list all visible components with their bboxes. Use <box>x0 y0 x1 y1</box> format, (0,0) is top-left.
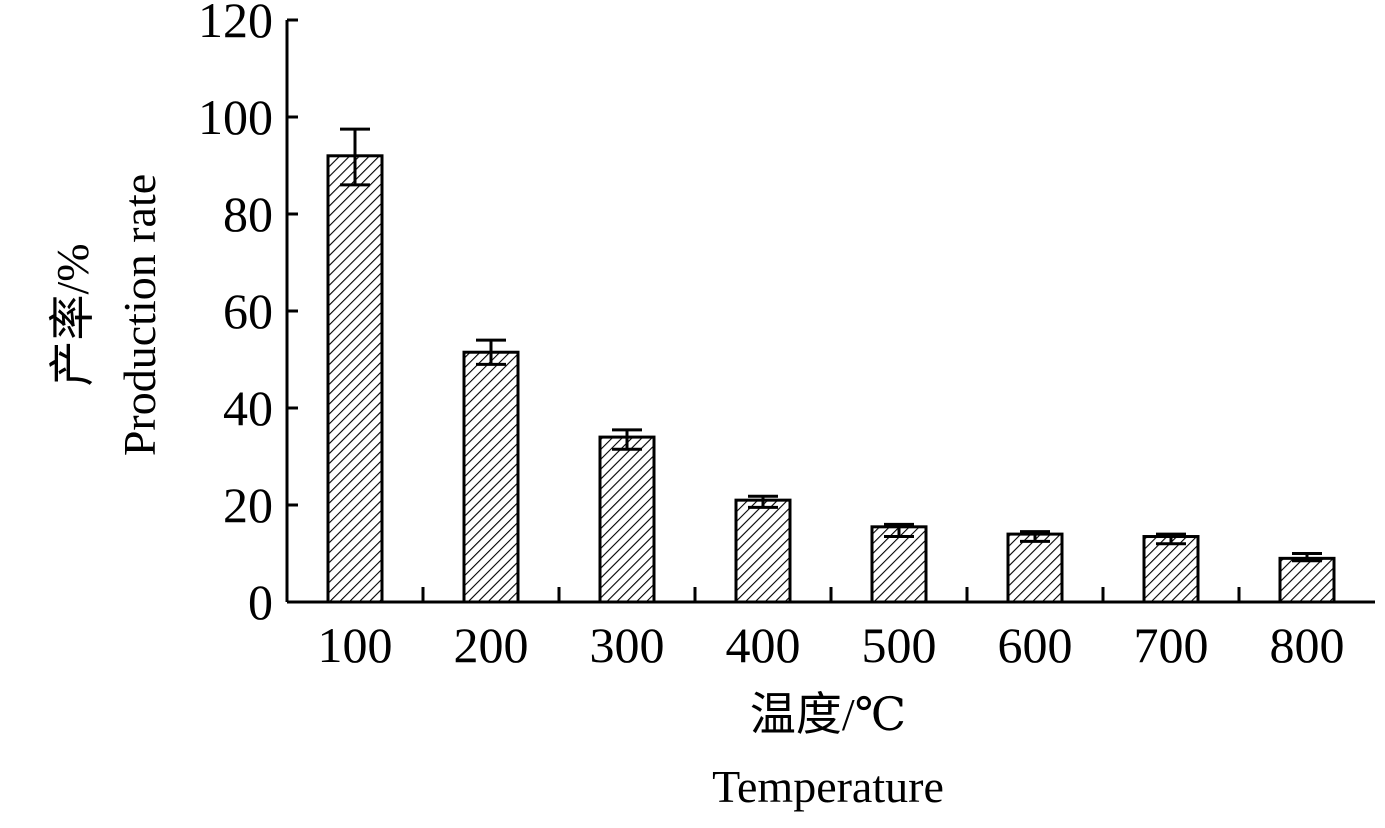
bar <box>326 154 384 604</box>
y-tick-label: 60 <box>223 283 273 339</box>
x-tick-label: 800 <box>1270 617 1345 673</box>
error-bar-series <box>340 127 1322 563</box>
y-tick-label: 120 <box>198 0 273 48</box>
y-tick-label: 80 <box>223 186 273 242</box>
y-axis-title-en: Production rate <box>114 174 165 456</box>
x-tick-label: 300 <box>590 617 665 673</box>
x-axis-title-en: Temperature <box>712 761 944 812</box>
y-tick-label: 100 <box>198 89 273 145</box>
bar <box>1278 556 1336 604</box>
x-axis <box>287 587 1375 604</box>
bar <box>734 498 792 604</box>
x-tick-labels: 100 200 300 400 500 600 700 800 <box>318 617 1345 673</box>
y-tick-label: 20 <box>223 477 273 533</box>
x-axis-title: 温度/℃ <box>750 689 906 740</box>
bar <box>1142 535 1200 604</box>
bar <box>1006 532 1064 604</box>
x-tick-label: 600 <box>998 617 1073 673</box>
y-tick-label: 0 <box>248 574 273 630</box>
bar-series <box>326 154 1336 604</box>
x-tick-label: 700 <box>1134 617 1209 673</box>
bar <box>598 435 656 604</box>
x-tick-label: 400 <box>726 617 801 673</box>
y-axis-title: 产率/% <box>47 243 98 386</box>
x-tick-label: 500 <box>862 617 937 673</box>
x-tick-label: 200 <box>454 617 529 673</box>
y-axis <box>285 18 298 604</box>
bar <box>870 525 928 604</box>
bar <box>462 350 520 604</box>
x-tick-label: 100 <box>318 617 393 673</box>
y-tick-labels: 0 20 40 60 80 100 120 <box>198 0 273 630</box>
y-tick-label: 40 <box>223 380 273 436</box>
